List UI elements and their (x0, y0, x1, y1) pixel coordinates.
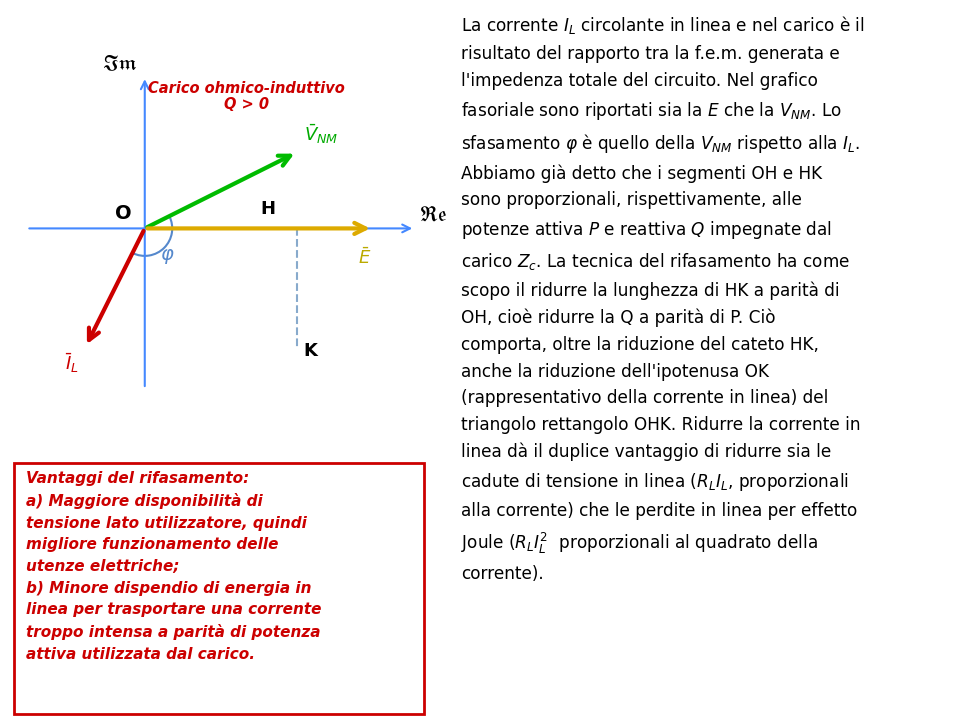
Text: $\varphi$: $\varphi$ (160, 247, 175, 266)
Text: $\bar{I}_L$: $\bar{I}_L$ (65, 351, 79, 374)
Text: $\bar{E}$: $\bar{E}$ (358, 247, 372, 268)
Text: La corrente $I_L$ circolante in linea e nel carico è il
risultato del rapporto t: La corrente $I_L$ circolante in linea e … (461, 15, 865, 583)
Text: K: K (303, 342, 318, 361)
Text: Vantaggi del rifasamento:
a) Maggiore disponibilità di
tensione lato utilizzator: Vantaggi del rifasamento: a) Maggiore di… (27, 471, 322, 662)
Text: O: O (115, 204, 132, 222)
Text: $\bar{V}_{NM}$: $\bar{V}_{NM}$ (303, 122, 338, 145)
Text: H: H (261, 200, 276, 218)
Text: $\mathfrak{Re}$: $\mathfrak{Re}$ (420, 205, 447, 224)
FancyBboxPatch shape (13, 463, 423, 715)
Text: $\mathfrak{Im}$: $\mathfrak{Im}$ (102, 55, 138, 75)
Text: Q > 0: Q > 0 (224, 97, 269, 113)
Text: Carico ohmico-induttivo: Carico ohmico-induttivo (148, 81, 345, 95)
